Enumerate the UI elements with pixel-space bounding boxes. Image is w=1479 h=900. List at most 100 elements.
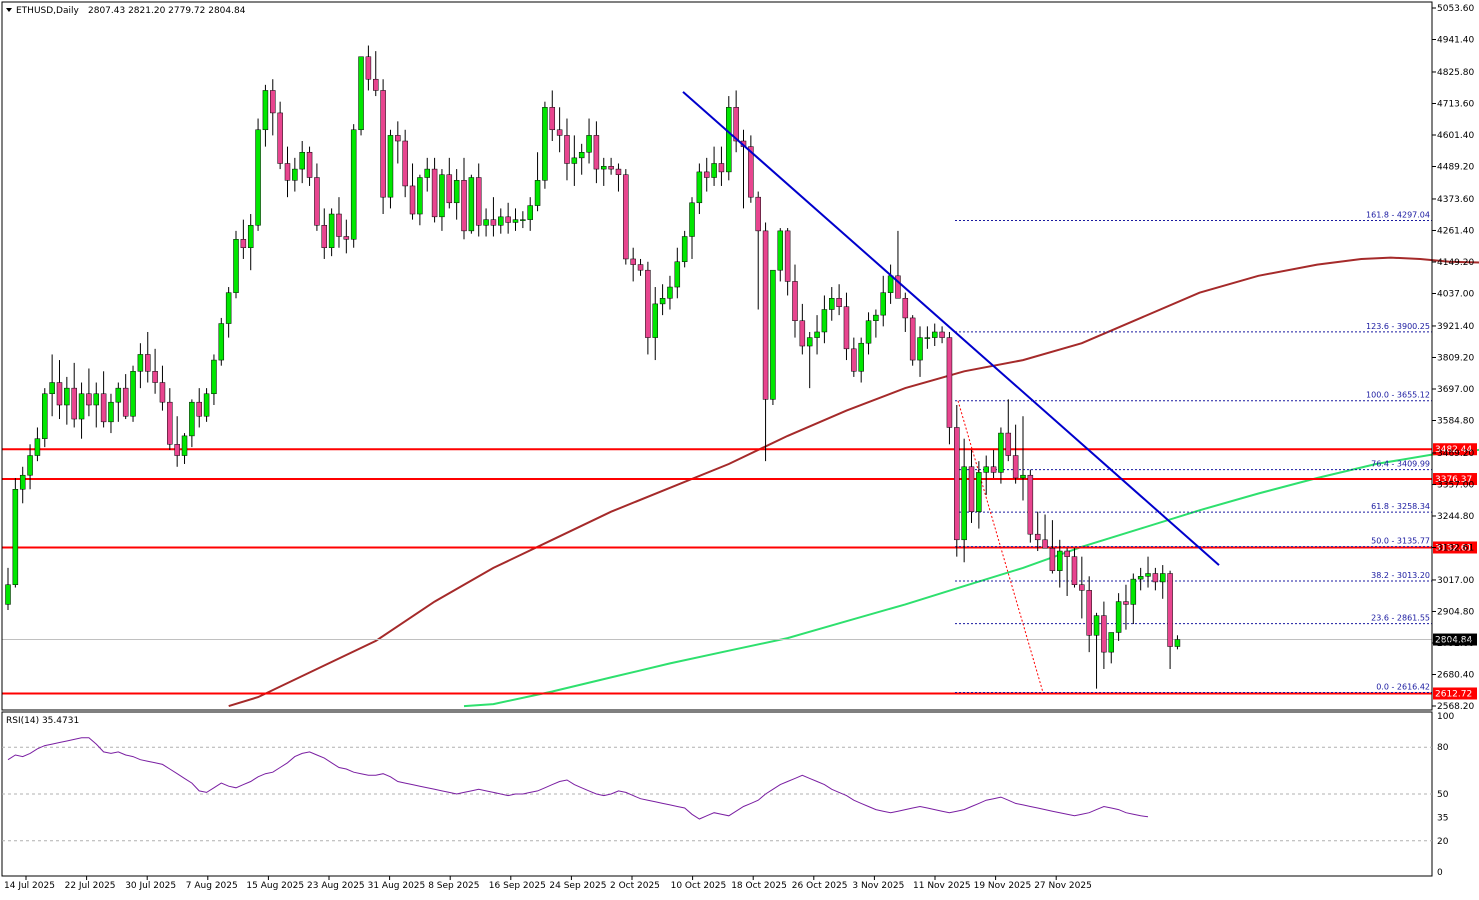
candle-bull <box>218 323 225 361</box>
price-tick-label: 4373.60 <box>1437 195 1474 205</box>
candle-bull <box>777 230 784 271</box>
price-tick-label: 3697.00 <box>1437 385 1474 395</box>
horizontal-levels: 3482.44 3376.37 3132.61 2612.72 2804.84 <box>2 443 1477 700</box>
candle-bear <box>623 174 629 260</box>
price-tick-label: 2904.80 <box>1437 607 1474 617</box>
fib-level-label: 123.6 - 3900.25 <box>1366 322 1430 331</box>
date-label: 11 Nov 2025 <box>913 881 971 891</box>
candle-bear <box>395 135 401 142</box>
candle-bear <box>799 320 806 347</box>
candles <box>5 45 1181 689</box>
date-label: 14 Jul 2025 <box>4 881 55 891</box>
date-label: 2 Oct 2025 <box>610 881 660 891</box>
candle-bear <box>718 163 725 173</box>
candle-bear <box>343 236 350 240</box>
candle-bull <box>115 387 122 403</box>
candle-bull <box>189 401 195 437</box>
candle-bear <box>1152 573 1159 583</box>
candle-bear <box>762 230 769 400</box>
candle-bull <box>1093 615 1100 636</box>
price-tick-label: 4261.40 <box>1437 226 1474 236</box>
fib-level-label: 161.8 - 4297.04 <box>1366 210 1430 219</box>
candle-bull <box>5 584 11 605</box>
candle-bull <box>93 393 100 406</box>
price-tick-label: 2792.60 <box>1437 639 1474 649</box>
candle-bear <box>56 382 63 406</box>
candle-bear <box>336 213 342 237</box>
candle-bear <box>284 163 291 181</box>
candle-bear <box>306 151 313 178</box>
candle-bull <box>829 298 835 310</box>
candle-bull <box>358 56 364 131</box>
date-label: 26 Oct 2025 <box>792 881 848 891</box>
fib-level-label: 100.0 - 3655.12 <box>1366 391 1430 400</box>
date-label: 15 Aug 2025 <box>246 881 304 891</box>
date-label: 3 Nov 2025 <box>852 881 904 891</box>
candle-bull <box>998 432 1004 473</box>
price-tick-label: 3809.20 <box>1437 353 1474 363</box>
date-label: 30 Jul 2025 <box>125 881 176 891</box>
price-tick-label: 2680.40 <box>1437 670 1474 680</box>
date-label: 18 Oct 2025 <box>731 881 787 891</box>
candle-bear <box>159 382 166 403</box>
candle-bull <box>512 219 519 223</box>
candle-bull <box>976 472 982 512</box>
candle-bull <box>586 135 592 153</box>
rsi-tick-label: 50 <box>1437 790 1449 800</box>
candle-bear <box>1123 601 1129 605</box>
candle-bear <box>402 140 408 187</box>
date-label: 7 Aug 2025 <box>186 881 238 891</box>
candle-bear <box>314 177 320 226</box>
candle-bull <box>667 286 673 299</box>
candle-bear <box>1101 615 1107 653</box>
ma-fast-line <box>228 256 1479 708</box>
candle-bear <box>277 112 283 164</box>
candle-bear <box>836 298 842 307</box>
candle-bear <box>1064 550 1070 557</box>
candle-bull <box>203 393 210 417</box>
candle-bear <box>174 444 180 456</box>
candle-bear <box>1079 584 1085 591</box>
candle-bear <box>144 354 151 372</box>
candle-bull <box>233 239 239 293</box>
price-tick-label: 3132.61 <box>1437 543 1474 553</box>
candle-bear <box>1086 590 1092 636</box>
price-tick-label: 3017.00 <box>1437 576 1474 586</box>
candle-bear <box>196 401 202 417</box>
candle-bear <box>461 180 467 232</box>
candle-bear <box>1027 474 1034 535</box>
candle-bull <box>770 269 776 400</box>
price-tick-label: 4941.40 <box>1437 36 1474 46</box>
fib-level-label: 38.2 - 3013.20 <box>1371 571 1430 580</box>
rsi-tick-label: 35 <box>1437 813 1448 823</box>
symbol-label: ETHUSD,Daily <box>16 6 79 16</box>
candle-bull <box>64 387 70 406</box>
chart-header: ETHUSD,Daily 2807.43 2821.20 2779.72 280… <box>6 6 246 16</box>
candle-bear <box>939 331 945 338</box>
price-tick-label: 4713.60 <box>1437 99 1474 109</box>
candle-bear <box>409 185 416 215</box>
price-tick-label: 2568.20 <box>1437 702 1474 712</box>
candle-bear <box>1034 533 1041 541</box>
candle-bull <box>1145 573 1151 577</box>
candle-bull <box>534 180 541 206</box>
dropdown-triangle-icon[interactable] <box>6 8 12 12</box>
candle-bear <box>475 177 482 226</box>
rsi-title: RSI(14) 35.4731 <box>6 716 79 726</box>
date-label: 24 Sep 2025 <box>549 881 606 891</box>
candle-bear <box>365 56 372 80</box>
candle-bear <box>909 317 916 361</box>
candle-bull <box>1115 601 1122 633</box>
candle-bear <box>556 129 563 136</box>
candle-bull <box>255 129 261 226</box>
candle-bull <box>681 236 688 263</box>
candle-bull <box>1137 576 1144 580</box>
candle-bull <box>689 202 695 237</box>
candle-bear <box>446 174 453 204</box>
last-price-label: 2804.84 <box>1435 636 1472 646</box>
level-badge <box>1433 687 1477 700</box>
date-label: 31 Aug 2025 <box>368 881 426 891</box>
candle-bull <box>468 177 475 232</box>
candle-bear <box>1042 539 1048 549</box>
